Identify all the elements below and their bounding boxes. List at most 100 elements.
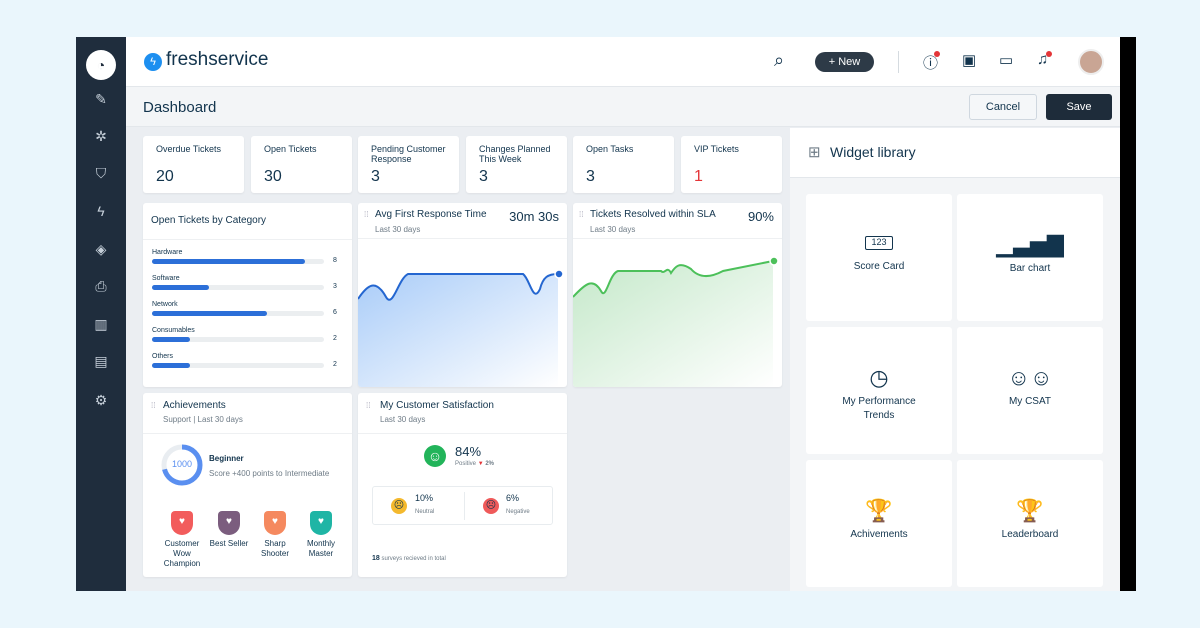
save-button[interactable]: Save	[1046, 94, 1112, 120]
category-bar	[152, 259, 324, 264]
library-item[interactable]: ▁▃▅▇ Bar chart	[957, 194, 1103, 321]
positive-row: Positive ▼ 2%	[455, 461, 494, 467]
series-line	[358, 273, 559, 301]
sla-widget: ⁞⁞ Tickets Resolved within SLA Last 30 d…	[573, 203, 782, 387]
avatar[interactable]	[1078, 49, 1104, 75]
kpi-card[interactable]: Changes Planned This Week 3	[466, 136, 567, 193]
layers-icon[interactable]: ◈	[95, 241, 107, 257]
kpi-label: Overdue Tickets	[156, 144, 222, 154]
sla-trend-chart	[573, 256, 779, 387]
series-line	[573, 260, 774, 298]
achievement-badge[interactable]: ♥ Sharp Shooter	[250, 511, 300, 559]
widget-title: Avg First Response Time	[375, 209, 487, 220]
dashboard-icon[interactable]: ◔	[86, 50, 116, 80]
shield-icon[interactable]: ⛉	[95, 165, 107, 181]
book-icon[interactable]: ▥	[94, 316, 108, 332]
kpi-card[interactable]: Open Tasks 3	[573, 136, 674, 193]
category-value: 2	[333, 335, 337, 342]
library-item[interactable]: 🏆 Achivements	[806, 460, 952, 587]
app-window: ◔ ✎ ✲ ⛉ ϟ ◈ ⎙ ▥ ▤ ⚙ ϟ freshservice ⌕ + N…	[76, 37, 1136, 591]
kpi-value: 20	[156, 168, 174, 185]
kpi-value: 3	[586, 168, 595, 185]
library-item[interactable]: 🏆 Leaderboard	[957, 460, 1103, 587]
trophy-icon: 🏆	[1016, 498, 1044, 523]
bolt-icon[interactable]: ϟ	[97, 203, 105, 219]
negative-value: 6%	[506, 493, 520, 503]
area-fill	[573, 261, 773, 387]
kpi-value: 3	[479, 168, 488, 185]
widget-subtitle: Last 30 days	[375, 225, 421, 234]
page-title: Dashboard	[143, 99, 217, 116]
bell-icon[interactable]: ♫	[1037, 51, 1049, 68]
kpi-card[interactable]: Overdue Tickets 20	[143, 136, 244, 193]
cancel-button[interactable]: Cancel	[969, 94, 1037, 120]
drag-handle-icon[interactable]: ⁞⁞	[366, 401, 371, 410]
smileys-icon: ☺☺	[1007, 365, 1053, 390]
achievement-badge[interactable]: ♥ Customer Wow Champion	[157, 511, 207, 569]
drag-handle-icon[interactable]: ⁞⁞	[364, 210, 369, 219]
widget-subtitle: Last 30 days	[380, 415, 426, 424]
achievements-widget: ⁞⁞ Achievements Support | Last 30 days 1…	[143, 393, 352, 577]
drag-handle-icon[interactable]: ⁞⁞	[151, 401, 156, 410]
achievement-badge[interactable]: ♥ Monthly Master	[296, 511, 346, 559]
next-level-text: Score +400 points to Intermediate	[209, 469, 330, 478]
library-item[interactable]: ◷ My Performance Trends	[806, 327, 952, 454]
kpi-value: 3	[371, 168, 380, 185]
gear-icon[interactable]: ⚙	[94, 392, 108, 408]
happy-face-icon: ☺	[424, 445, 446, 467]
kpi-value: 30	[264, 168, 282, 185]
info-icon[interactable]: ⓘ	[923, 55, 939, 72]
down-arrow-icon: ▼	[477, 461, 484, 467]
library-item-label: Score Card	[853, 261, 905, 272]
category-label: Hardware	[152, 249, 183, 256]
brand-name: freshservice	[166, 49, 269, 70]
widget-title: Achievements	[163, 400, 226, 411]
positive-value: 84%	[455, 444, 482, 459]
positive-label: Positive	[455, 461, 477, 467]
search-icon[interactable]: ⌕	[774, 50, 785, 70]
category-bar-fill	[152, 259, 305, 264]
level-label: Beginner	[209, 454, 244, 463]
last-point	[769, 256, 779, 266]
category-label: Software	[152, 275, 180, 282]
badge-shield-icon: ♥	[310, 511, 332, 535]
kpi-label: Open Tickets	[264, 144, 317, 154]
dashboard-header: Dashboard Cancel Save	[126, 87, 1120, 127]
library-item-label: Bar chart	[1009, 263, 1051, 274]
achievement-badge[interactable]: ♥ Best Seller	[204, 511, 254, 549]
clipboard-icon[interactable]: ▣	[962, 52, 977, 69]
category-bar	[152, 363, 324, 368]
badge-shield-icon: ♥	[264, 511, 286, 535]
printer-icon[interactable]: ⎙	[95, 278, 107, 294]
kpi-label: Changes Planned This Week	[479, 144, 551, 164]
new-button[interactable]: + New	[815, 52, 874, 72]
library-item[interactable]: 123 Score Card	[806, 194, 952, 321]
category-bar-fill	[152, 311, 267, 316]
ticket-icon[interactable]: ✎	[95, 91, 107, 107]
response-trend-chart	[358, 269, 564, 387]
category-label: Consumables	[152, 327, 195, 334]
category-bar	[152, 311, 324, 316]
library-item[interactable]: ☺☺ My CSAT	[957, 327, 1103, 454]
category-bar	[152, 337, 324, 342]
widget-subtitle: Support | Last 30 days	[163, 415, 243, 424]
kpi-card[interactable]: VIP Tickets 1	[681, 136, 782, 193]
library-item-label: My Performance Trends	[842, 396, 916, 421]
badge-label: Monthly Master	[306, 539, 335, 558]
surveys-text: surveys recieved in total	[381, 556, 446, 562]
calendar-icon[interactable]: ▭	[999, 52, 1014, 69]
drag-handle-icon[interactable]: ⁞⁞	[579, 210, 584, 219]
badge-label: Customer Wow Champion	[163, 539, 201, 568]
category-value: 3	[333, 283, 337, 290]
sidebar: ◔ ✎ ✲ ⛉ ϟ ◈ ⎙ ▥ ▤ ⚙	[76, 37, 126, 591]
category-label: Network	[152, 301, 178, 308]
reports-icon[interactable]: ▤	[94, 353, 108, 369]
surveys-count: 18	[372, 555, 380, 562]
kpi-card[interactable]: Pending Customer Response 3	[358, 136, 459, 193]
divider	[898, 51, 899, 73]
bug-icon[interactable]: ✲	[95, 128, 107, 144]
badge-label: Sharp Shooter	[260, 539, 290, 558]
kpi-card[interactable]: Open Tickets 30	[251, 136, 352, 193]
avg-first-response-widget: ⁞⁞ Avg First Response Time Last 30 days …	[358, 203, 567, 387]
score-ring	[161, 444, 203, 486]
